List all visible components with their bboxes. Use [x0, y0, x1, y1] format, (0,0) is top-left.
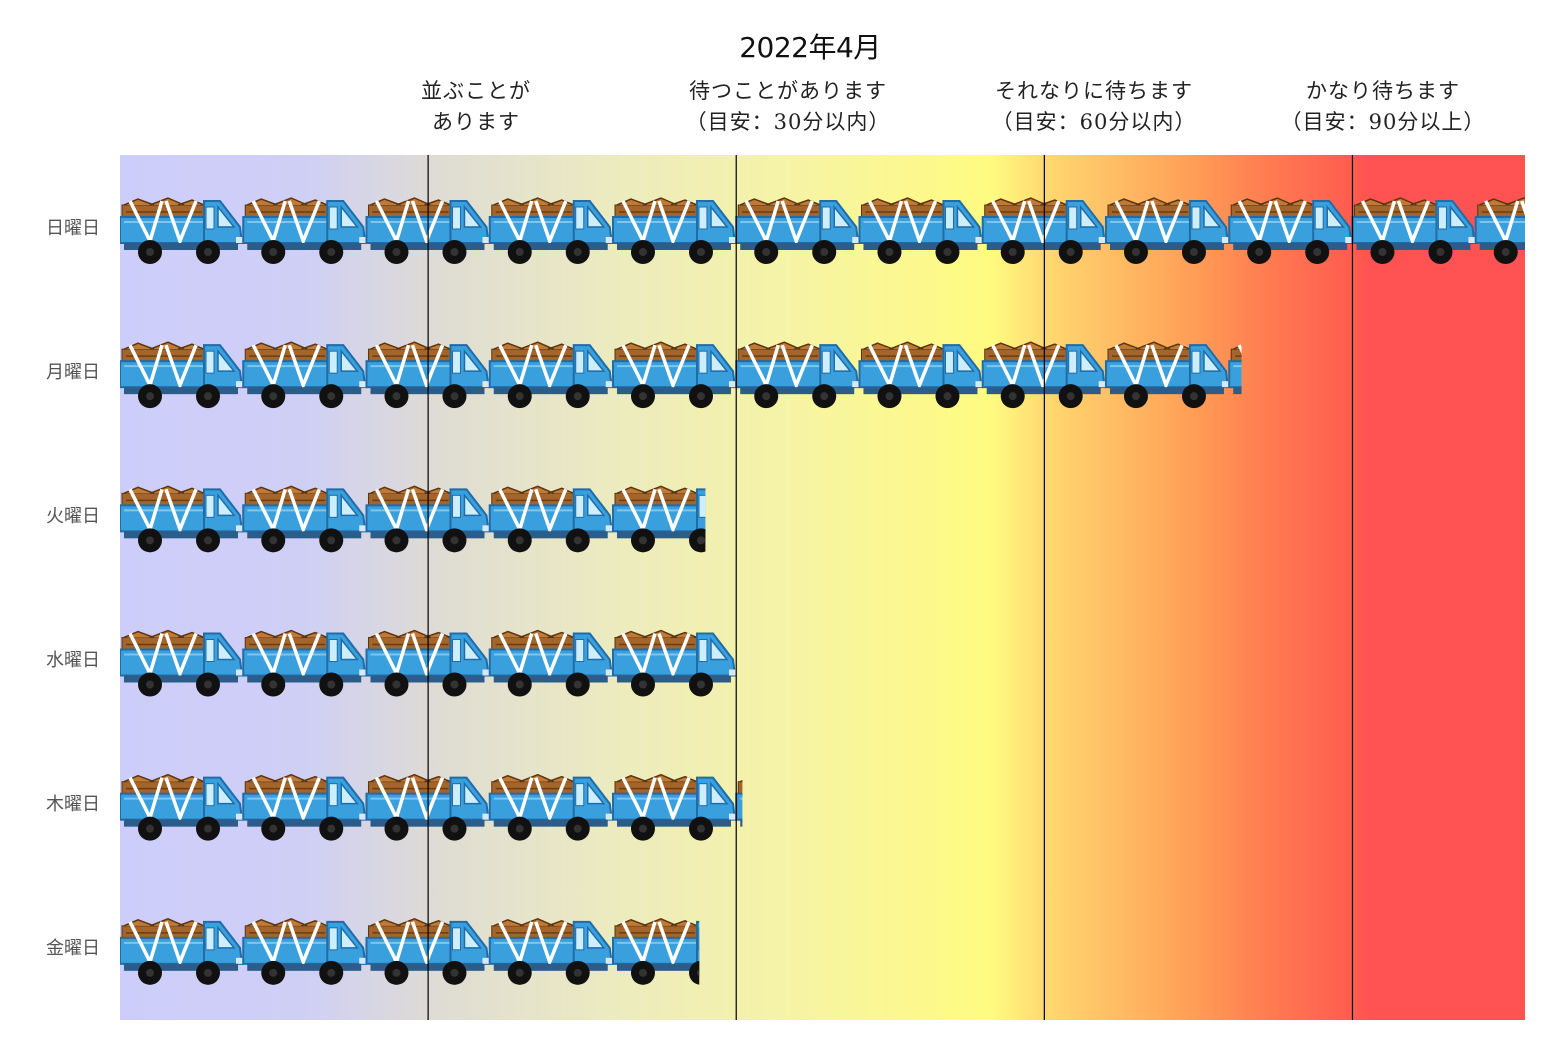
zone-label-1: 並ぶことが あります: [316, 76, 636, 138]
zone-label-4-line-2: （目安：90分以上）: [1280, 110, 1486, 134]
truck-icon: [487, 484, 616, 555]
truck-icon: [487, 628, 616, 699]
zone-label-4-line-1: かなり待ちます: [1306, 79, 1460, 103]
truck-icon: [241, 628, 369, 699]
truck-icon: [1350, 196, 1479, 266]
plot-area: [120, 155, 1525, 1020]
truck-icon: [241, 917, 369, 987]
truck-icon: [241, 484, 369, 555]
truck-icon: [857, 340, 986, 410]
category-label-sunday: 日曜日: [46, 218, 100, 239]
zone-label-3: それなりに待ちます （目安：60分以内）: [934, 76, 1254, 138]
truck-icon: [1104, 196, 1232, 266]
truck-icon: [120, 628, 246, 699]
zone-label-2-line-2: （目安：30分以内）: [685, 110, 891, 134]
truck-icon: [611, 772, 739, 843]
truck-icon: [120, 484, 246, 555]
truck-icon: [487, 772, 616, 843]
truck-icon: [241, 340, 369, 410]
truck-icon: [1104, 340, 1232, 410]
truck-icon: [120, 772, 246, 843]
category-label-thursday: 木曜日: [46, 794, 100, 815]
bars-group: [120, 196, 1525, 987]
zone-label-4: かなり待ちます （目安：90分以上）: [1223, 76, 1543, 138]
zone-label-3-line-2: （目安：60分以内）: [991, 110, 1197, 134]
truck-icon: [120, 196, 246, 266]
zone-label-2: 待つことがあります （目安：30分以内）: [628, 76, 948, 138]
zone-label-3-line-1: それなりに待ちます: [995, 79, 1193, 103]
truck-icon: [241, 772, 369, 843]
truck-icon: [120, 917, 246, 987]
zone-label-2-line-1: 待つことがあります: [689, 79, 887, 103]
truck-icon: [1227, 196, 1355, 266]
bar-thursday: [120, 772, 743, 843]
truck-icon: [1473, 196, 1525, 266]
truck-icon: [734, 196, 862, 266]
truck-icon: [241, 196, 369, 266]
truck-icon: [487, 196, 616, 266]
truck-icon: [611, 917, 700, 987]
truck-icon: [120, 340, 246, 410]
category-label-tuesday: 火曜日: [46, 506, 100, 527]
truck-icon: [611, 484, 706, 555]
zone-label-1-line-1: 並ぶことが: [421, 79, 531, 103]
truck-icon: [611, 340, 739, 410]
zone-lines: [427, 155, 1354, 1020]
category-label-friday: 金曜日: [46, 938, 100, 959]
truck-icon: [1227, 340, 1242, 410]
truck-icon: [487, 340, 616, 410]
bar-sunday: [120, 196, 1525, 266]
truck-icon: [487, 917, 616, 987]
category-label-wednesday: 水曜日: [46, 650, 100, 671]
truck-icon: [611, 628, 737, 699]
zone-label-1-line-2: あります: [432, 110, 520, 134]
truck-icon: [734, 772, 743, 843]
truck-icon: [857, 196, 986, 266]
category-label-monday: 月曜日: [46, 362, 100, 383]
chart-title: 2022年4月: [739, 31, 881, 64]
truck-icon: [611, 196, 739, 266]
truck-icon: [734, 340, 862, 410]
